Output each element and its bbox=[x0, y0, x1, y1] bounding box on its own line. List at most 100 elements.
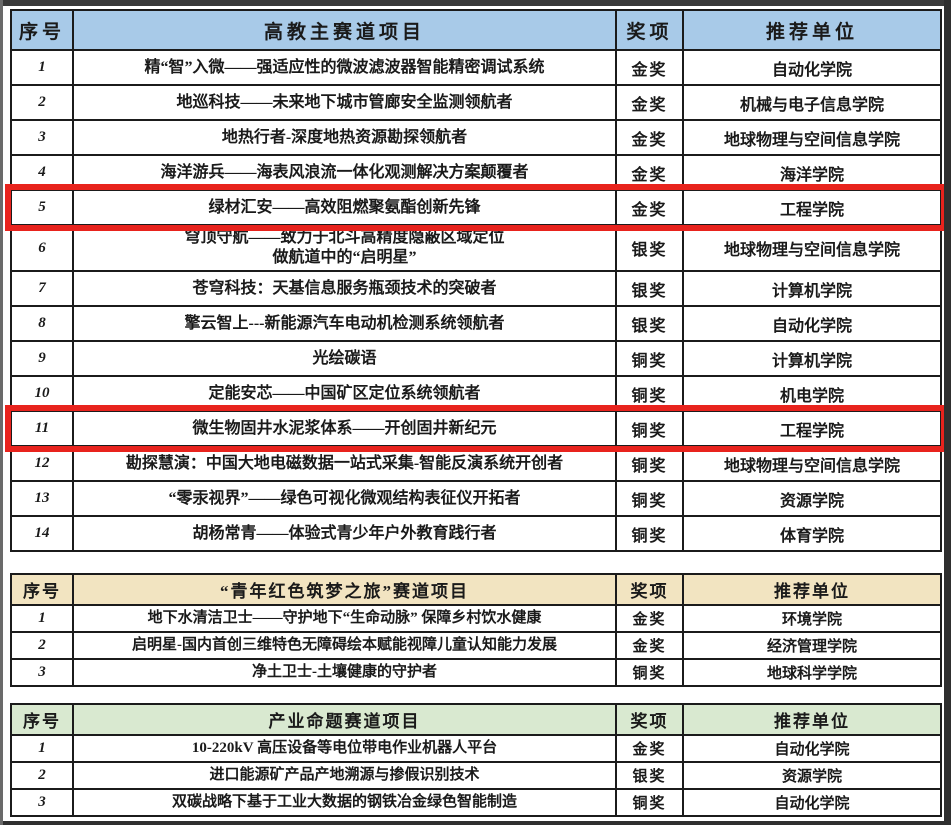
award-level: 铜奖 bbox=[615, 445, 684, 482]
award-level: 铜奖 bbox=[615, 788, 684, 817]
project-name: 勘探慧演：中国大地电磁数据一站式采集-智能反演系统开创者 bbox=[72, 445, 617, 482]
column-header-no: 序号 bbox=[10, 703, 74, 736]
project-name: 双碳战略下基于工业大数据的钢铁冶金绿色智能制造 bbox=[72, 788, 617, 817]
project-name: 苍穹科技：天基信息服务瓶颈技术的突破者 bbox=[72, 270, 617, 307]
project-name: 地下水清洁卫士——守护地下“生命动脉” 保障乡村饮水健康 bbox=[72, 604, 617, 633]
award-level: 铜奖 bbox=[615, 410, 684, 447]
row-number: 3 bbox=[10, 658, 74, 687]
award-level: 金奖 bbox=[615, 189, 684, 226]
recommending-unit: 地球物理与空间信息学院 bbox=[682, 224, 942, 272]
recommending-unit: 自动化学院 bbox=[682, 49, 942, 86]
row-number: 2 bbox=[10, 631, 74, 660]
table-row: 3 地热行者-深度地热资源勘探领航者 金奖 地球物理与空间信息学院 bbox=[10, 119, 942, 156]
highlighted-table-row: 11 微生物固井水泥浆体系——开创固井新纪元 铜奖 工程学院 bbox=[5, 405, 947, 452]
main-track-section-title: 高教主赛道项目 bbox=[72, 9, 617, 51]
table-row: 1 10-220kV 高压设备等电位带电作业机器人平台 金奖 自动化学院 bbox=[10, 734, 942, 763]
recommending-unit: 计算机学院 bbox=[682, 270, 942, 307]
recommending-unit: 工程学院 bbox=[682, 189, 942, 226]
row-number: 10 bbox=[10, 375, 74, 412]
table-row: 3 双碳战略下基于工业大数据的钢铁冶金绿色智能制造 铜奖 自动化学院 bbox=[10, 788, 942, 817]
row-number: 12 bbox=[10, 445, 74, 482]
row-number: 3 bbox=[10, 119, 74, 156]
section-gap bbox=[10, 687, 940, 703]
project-name: 胡杨常青——体验式青少年户外教育践行者 bbox=[72, 515, 617, 552]
row-number: 1 bbox=[10, 49, 74, 86]
red-dream-header-row: 序号 “青年红色筑梦之旅”赛道项目 奖项 推荐单位 bbox=[10, 573, 942, 606]
award-level: 银奖 bbox=[615, 224, 684, 272]
table-row: 7 苍穹科技：天基信息服务瓶颈技术的突破者 银奖 计算机学院 bbox=[10, 270, 942, 307]
row-number: 13 bbox=[10, 480, 74, 517]
table-row: 1 精“智”入微——强适应性的微波滤波器智能精密调试系统 金奖 自动化学院 bbox=[10, 49, 942, 86]
column-header-award: 奖项 bbox=[615, 9, 684, 51]
project-name: 穹顶守航——致力于北斗高精度隐蔽区域定位 做航道中的“启明星” bbox=[72, 224, 617, 272]
table-row: 3 净土卫士-土壤健康的守护者 铜奖 地球科学学院 bbox=[10, 658, 942, 687]
recommending-unit: 地球物理与空间信息学院 bbox=[682, 119, 942, 156]
recommending-unit: 地球科学学院 bbox=[682, 658, 942, 687]
row-number: 1 bbox=[10, 604, 74, 633]
highlighted-table-row: 5 绿材汇安——高效阻燃聚氨酯创新先锋 金奖 工程学院 bbox=[5, 184, 947, 231]
project-name: 擎云智上---新能源汽车电动机检测系统领航者 bbox=[72, 305, 617, 342]
project-name: 进口能源矿产品产地溯源与掺假识别技术 bbox=[72, 761, 617, 790]
table-row: 2 进口能源矿产品产地溯源与掺假识别技术 银奖 资源学院 bbox=[10, 761, 942, 790]
column-header-unit: 推荐单位 bbox=[682, 703, 942, 736]
table-row: 4 海洋游兵——海表风浪流一体化观测解决方案颠覆者 金奖 海洋学院 bbox=[10, 154, 942, 191]
project-name: 精“智”入微——强适应性的微波滤波器智能精密调试系统 bbox=[72, 49, 617, 86]
project-name: 绿材汇安——高效阻燃聚氨酯创新先锋 bbox=[72, 189, 617, 226]
row-number: 6 bbox=[10, 224, 74, 272]
table-row: 6 穹顶守航——致力于北斗高精度隐蔽区域定位 做航道中的“启明星” 银奖 地球物理与空… bbox=[10, 224, 942, 272]
table-row: 2 启明星-国内首创三维特色无障碍绘本赋能视障儿童认知能力发展 金奖 经济管理学院 bbox=[10, 631, 942, 660]
recommending-unit: 自动化学院 bbox=[682, 734, 942, 763]
project-name: 启明星-国内首创三维特色无障碍绘本赋能视障儿童认知能力发展 bbox=[72, 631, 617, 660]
table-row: 8 擎云智上---新能源汽车电动机检测系统领航者 银奖 自动化学院 bbox=[10, 305, 942, 342]
industry-header-row: 序号 产业命题赛道项目 奖项 推荐单位 bbox=[10, 703, 942, 736]
recommending-unit: 自动化学院 bbox=[682, 788, 942, 817]
recommending-unit: 机械与电子信息学院 bbox=[682, 84, 942, 121]
scan-edge-top bbox=[0, 0, 951, 6]
row-number: 7 bbox=[10, 270, 74, 307]
recommending-unit: 机电学院 bbox=[682, 375, 942, 412]
award-level: 金奖 bbox=[615, 84, 684, 121]
recommending-unit: 经济管理学院 bbox=[682, 631, 942, 660]
project-name: 光绘碳语 bbox=[72, 340, 617, 377]
recommending-unit: 环境学院 bbox=[682, 604, 942, 633]
red-dream-section-title: “青年红色筑梦之旅”赛道项目 bbox=[72, 573, 617, 606]
project-name: 10-220kV 高压设备等电位带电作业机器人平台 bbox=[72, 734, 617, 763]
recommending-unit: 海洋学院 bbox=[682, 154, 942, 191]
row-number: 9 bbox=[10, 340, 74, 377]
table-row: 2 地巡科技——未来地下城市管廊安全监测领航者 金奖 机械与电子信息学院 bbox=[10, 84, 942, 121]
section-gap bbox=[10, 552, 940, 573]
award-level: 金奖 bbox=[615, 119, 684, 156]
award-level: 金奖 bbox=[615, 604, 684, 633]
recommending-unit: 自动化学院 bbox=[682, 305, 942, 342]
red-dream-track-table: 序号 “青年红色筑梦之旅”赛道项目 奖项 推荐单位 1 地下水清洁卫士——守护地下… bbox=[10, 573, 942, 687]
row-number: 4 bbox=[10, 154, 74, 191]
row-number: 1 bbox=[10, 734, 74, 763]
row-number: 3 bbox=[10, 788, 74, 817]
column-header-award: 奖项 bbox=[615, 703, 684, 736]
award-level: 银奖 bbox=[615, 305, 684, 342]
row-number: 2 bbox=[10, 84, 74, 121]
project-name: 净土卫士-土壤健康的守护者 bbox=[72, 658, 617, 687]
award-level: 铜奖 bbox=[615, 480, 684, 517]
table-row: 13 “零汞视界”——绿色可视化微观结构表征仪开拓者 铜奖 资源学院 bbox=[10, 480, 942, 517]
scan-edge-bottom bbox=[0, 821, 951, 825]
table-row: 9 光绘碳语 铜奖 计算机学院 bbox=[10, 340, 942, 377]
table-row: 1 地下水清洁卫士——守护地下“生命动脉” 保障乡村饮水健康 金奖 环境学院 bbox=[10, 604, 942, 633]
scan-edge-right bbox=[944, 0, 951, 825]
project-name: 定能安芯——中国矿区定位系统领航者 bbox=[72, 375, 617, 412]
row-number: 11 bbox=[10, 410, 74, 447]
recommending-unit: 工程学院 bbox=[682, 410, 942, 447]
award-level: 银奖 bbox=[615, 270, 684, 307]
recommending-unit: 体育学院 bbox=[682, 515, 942, 552]
award-level: 金奖 bbox=[615, 49, 684, 86]
award-level: 铜奖 bbox=[615, 515, 684, 552]
recommending-unit: 资源学院 bbox=[682, 480, 942, 517]
project-name: 地热行者-深度地热资源勘探领航者 bbox=[72, 119, 617, 156]
table-row: 10 定能安芯——中国矿区定位系统领航者 铜奖 机电学院 bbox=[10, 375, 942, 412]
award-level: 银奖 bbox=[615, 761, 684, 790]
award-level: 铜奖 bbox=[615, 340, 684, 377]
row-number: 8 bbox=[10, 305, 74, 342]
industry-section-title: 产业命题赛道项目 bbox=[72, 703, 617, 736]
main-track-header-row: 序号 高教主赛道项目 奖项 推荐单位 bbox=[10, 9, 942, 51]
